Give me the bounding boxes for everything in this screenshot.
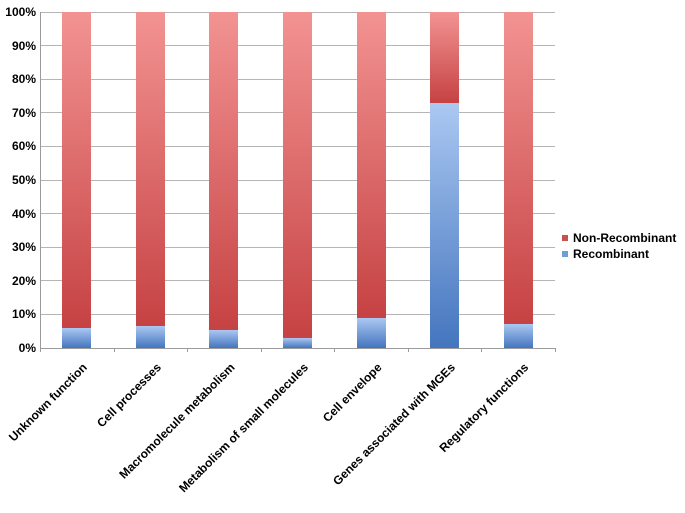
legend-swatch-icon [562, 251, 568, 257]
category-label: Unknown function [6, 360, 90, 445]
category-label: Genes associated with MGEs [330, 360, 458, 489]
segment-recombinant [209, 329, 239, 348]
y-axis-line [40, 12, 41, 352]
category-tick [555, 348, 556, 352]
segment-non-recombinant [209, 12, 239, 330]
segment-recombinant [356, 317, 386, 348]
category-tick [407, 348, 409, 352]
segment-non-recombinant [283, 12, 312, 338]
y-tick-label: 80% [11, 72, 36, 87]
segment-recombinant [62, 327, 92, 348]
bar-unknown-function [62, 12, 92, 348]
y-tick-label: 90% [11, 38, 36, 53]
legend-label: Recombinant [573, 247, 650, 261]
category-tick [187, 348, 189, 352]
y-tick-label: 20% [11, 273, 36, 288]
bar-genes-associated-with-mges [430, 12, 460, 348]
y-tick-label: 50% [11, 173, 36, 187]
legend-item: Recombinant [562, 247, 676, 261]
category-label: Cell envelope [319, 360, 385, 425]
legend: Non-Recombinant Recombinant [562, 231, 676, 261]
category-tick [334, 348, 336, 352]
segment-non-recombinant [135, 12, 165, 327]
segment-non-recombinant [356, 12, 386, 318]
category-label: Cell processes [93, 360, 164, 431]
segment-recombinant [430, 102, 460, 348]
bar-cell-processes [135, 12, 165, 348]
segment-non-recombinant [62, 12, 92, 328]
legend-swatch-icon [562, 235, 568, 241]
category-label: Metabolism of small molecules [175, 360, 311, 496]
y-tick-label: 70% [11, 105, 36, 120]
category-tick [260, 348, 262, 352]
category-tick [40, 348, 41, 352]
y-tick-label: 60% [11, 139, 36, 154]
legend-item: Non-Recombinant [562, 231, 676, 245]
segment-recombinant [283, 337, 312, 348]
y-tick-label: 30% [11, 240, 36, 255]
category-tick [481, 348, 483, 352]
bar-regulatory-functions [503, 12, 533, 348]
segment-non-recombinant [430, 12, 460, 103]
bar-metabolism-of-small-molecules [283, 12, 312, 348]
segment-non-recombinant [503, 12, 533, 325]
y-tick-label: 10% [11, 307, 36, 322]
segment-recombinant [135, 326, 165, 348]
bar-cell-envelope [356, 12, 386, 348]
legend-label: Non-Recombinant [573, 231, 677, 245]
y-tick-label: 100% [5, 5, 36, 19]
y-tick-label: 0% [18, 341, 36, 355]
segment-recombinant [503, 324, 533, 348]
category-tick [113, 348, 115, 352]
y-tick-label: 40% [11, 206, 36, 221]
bar-macromolecule-metabolism [209, 12, 239, 348]
